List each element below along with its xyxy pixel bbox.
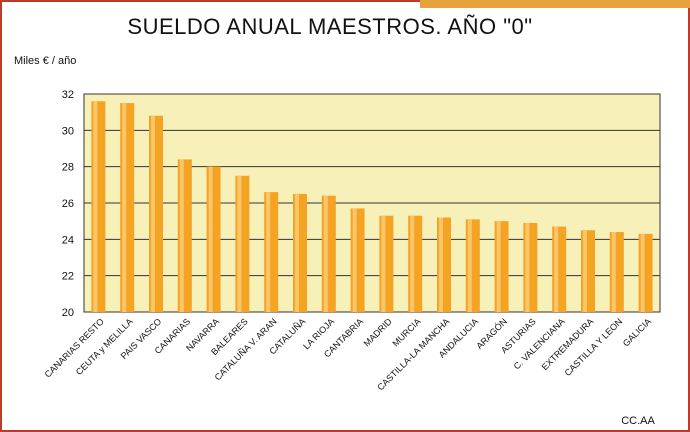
bar-highlight	[381, 215, 386, 312]
bar-highlight	[611, 232, 616, 312]
y-tick-label: 32	[62, 89, 74, 101]
bars	[91, 101, 653, 313]
bar-highlight	[208, 166, 213, 312]
bar-highlight	[583, 230, 587, 312]
bar-highlight	[323, 195, 328, 312]
bar-highlight	[496, 221, 501, 312]
y-tick-label: 30	[62, 125, 74, 137]
category-label: MADRID	[362, 316, 395, 349]
bar-highlight	[439, 217, 443, 312]
bar-highlight	[93, 101, 98, 313]
bar-highlight	[467, 219, 472, 312]
bar-highlight	[151, 115, 155, 312]
top-accent-stripe	[420, 0, 690, 8]
y-axis-label: Miles € / año	[14, 55, 76, 67]
chart-title: SUELDO ANUAL MAESTROS. AÑO "0"	[127, 14, 532, 39]
y-tick-label: 20	[62, 307, 74, 319]
y-tick-labels: 20 22 24 26 28 30 32	[62, 89, 74, 319]
bar-highlight	[237, 175, 242, 312]
y-tick-label: 22	[62, 271, 74, 283]
bar-highlight	[640, 233, 645, 312]
bar-highlight	[410, 215, 415, 312]
category-label: C. VALENCIANA	[512, 316, 567, 371]
y-tick-label: 28	[62, 162, 74, 174]
bar-highlight	[554, 226, 559, 312]
bar-highlight	[352, 208, 357, 312]
bar-highlight	[295, 193, 299, 312]
bar-highlight	[179, 159, 184, 312]
bar-highlight	[525, 222, 530, 312]
bar-highlight	[122, 103, 127, 312]
category-label: EXTREMADURA	[540, 316, 596, 372]
y-tick-label: 24	[62, 234, 74, 246]
category-label: CASTILLA Y LEON	[563, 316, 625, 378]
bar-highlight	[266, 192, 271, 312]
x-axis-label: CC.AA	[621, 415, 655, 427]
y-tick-label: 26	[62, 198, 74, 210]
category-label: GALICIA	[621, 316, 653, 348]
